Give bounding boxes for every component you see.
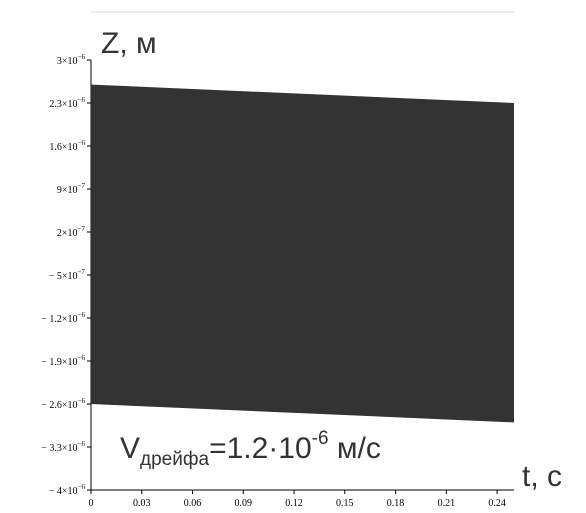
x-tick-label: 0.09: [235, 498, 253, 509]
y-axis-title: Z, м: [101, 27, 157, 60]
y-tick-layer: 3×10−6 2.3×10−6 1.6×10−6 9×10−7 2×10−7 − 5×10…: [41, 53, 91, 497]
y-tick-label: − 2.6×10−6: [41, 397, 85, 411]
x-tick-label: 0.06: [184, 498, 202, 509]
y-tick-label: 3×10−6: [57, 53, 86, 67]
y-tick-label: 2×10−7: [57, 225, 86, 239]
oscillation-band-layer: [91, 84, 514, 423]
y-tick-label: − 1.2×10−6: [41, 311, 85, 325]
x-tick-label: 0.15: [336, 498, 354, 509]
y-tick-label: − 1.9×10−6: [41, 354, 85, 368]
annotation-value: =1.2·10: [209, 432, 312, 465]
y-tick-label: − 5×10−7: [49, 268, 86, 282]
x-tick-label: 0: [89, 498, 94, 509]
x-tick-label: 0.03: [133, 498, 151, 509]
drift-velocity-annotation: Vдрейфа=1.2·10-6 м/с: [120, 428, 381, 470]
annotation-main: V: [120, 432, 140, 465]
y-tick-label: 1.6×10−6: [49, 139, 85, 153]
x-tick-label: 0.24: [488, 498, 506, 509]
y-tick-label: 2.3×10−6: [49, 96, 85, 110]
x-tick-label: 0.12: [285, 498, 303, 509]
x-tick-layer: 0 0.03 0.06 0.09 0.12 0.15 0.18 0.21 0.24: [89, 490, 506, 509]
annotation-unit: м/с: [329, 432, 381, 465]
y-tick-label: 9×10−7: [57, 182, 86, 196]
x-axis-title: t, с: [522, 460, 562, 493]
x-tick-label: 0.18: [387, 498, 405, 509]
y-tick-label: − 4×10−6: [49, 483, 86, 497]
x-tick-label: 0.21: [438, 498, 456, 509]
y-tick-label: − 3.3×10−6: [41, 440, 85, 454]
annotation-subscript: дрейфа: [140, 449, 209, 470]
annotation-exponent: -6: [312, 428, 329, 449]
oscillation-band: [91, 84, 514, 423]
